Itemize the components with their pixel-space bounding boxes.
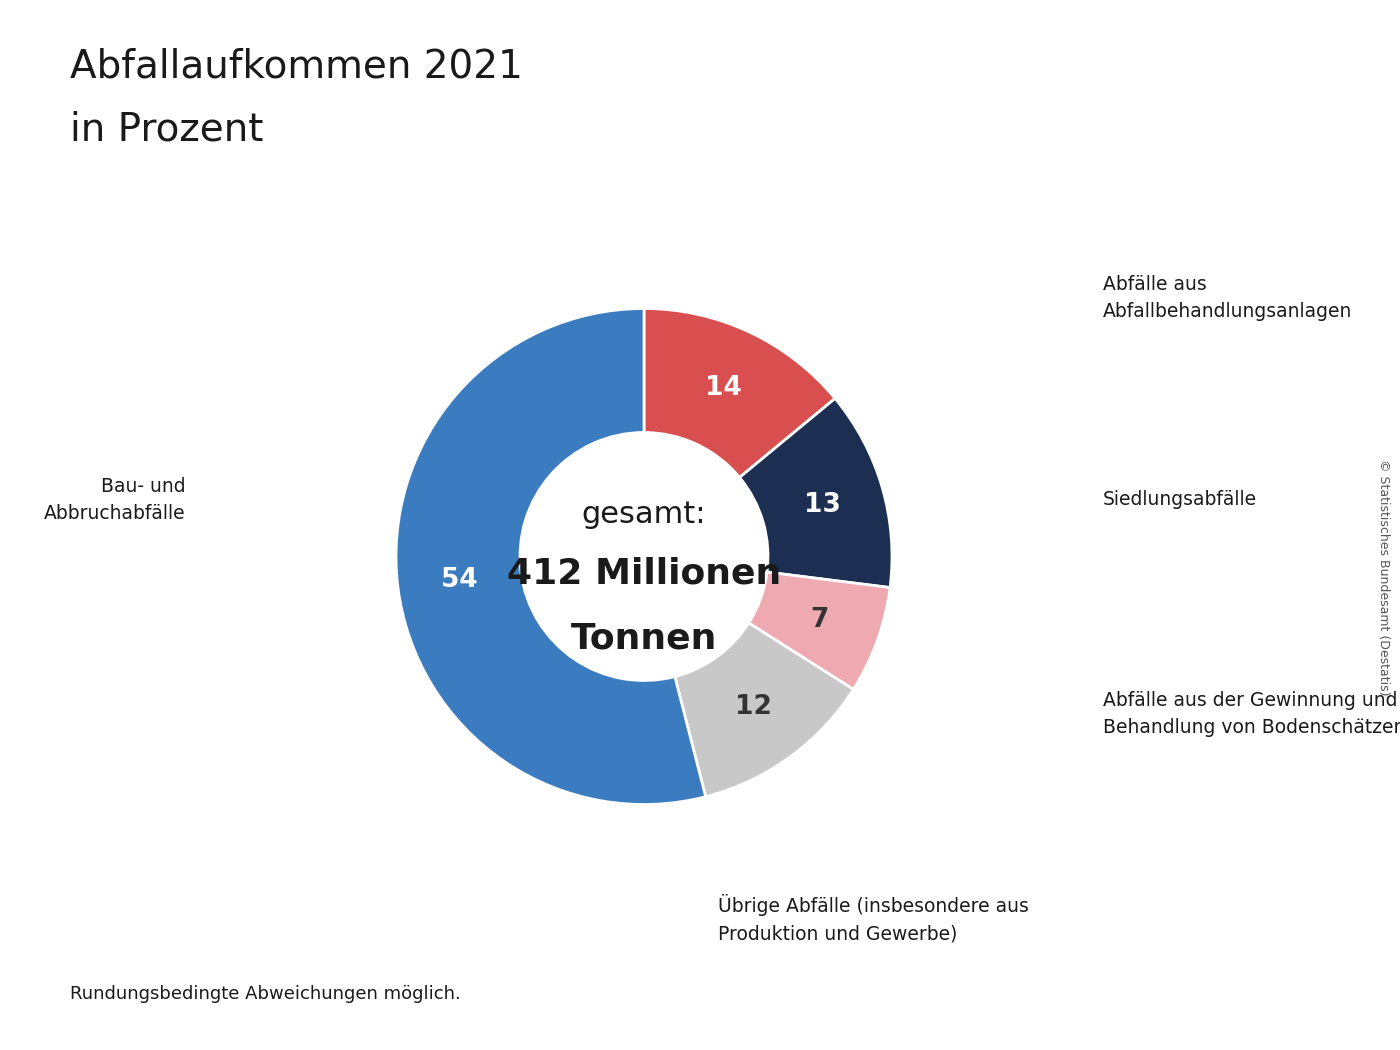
- Text: 12: 12: [735, 694, 771, 720]
- Text: Abfälle aus
Abfallbehandlungsanlagen: Abfälle aus Abfallbehandlungsanlagen: [1103, 275, 1352, 321]
- Text: Siedlungsabfälle: Siedlungsabfälle: [1103, 490, 1257, 509]
- Wedge shape: [749, 572, 890, 690]
- Text: Tonnen: Tonnen: [571, 622, 717, 655]
- Circle shape: [519, 433, 769, 680]
- Text: 13: 13: [804, 491, 841, 518]
- Text: 54: 54: [441, 567, 477, 593]
- Text: 7: 7: [809, 607, 829, 632]
- Text: Abfälle aus der Gewinnung und
Behandlung von Bodenschätzen: Abfälle aus der Gewinnung und Behandlung…: [1103, 691, 1400, 737]
- Text: 14: 14: [704, 375, 742, 401]
- Text: Bau- und
Abbruchabfälle: Bau- und Abbruchabfälle: [43, 477, 185, 523]
- Text: © Statistisches Bundesamt (Destatis): © Statistisches Bundesamt (Destatis): [1376, 459, 1390, 696]
- Text: Abfallaufkommen 2021: Abfallaufkommen 2021: [70, 47, 522, 85]
- Text: 412 Millionen: 412 Millionen: [507, 556, 781, 591]
- Text: gesamt:: gesamt:: [582, 500, 706, 529]
- Wedge shape: [396, 309, 706, 804]
- Wedge shape: [675, 623, 854, 797]
- Text: Übrige Abfälle (insbesondere aus
Produktion und Gewerbe): Übrige Abfälle (insbesondere aus Produkt…: [718, 895, 1029, 943]
- Text: Rundungsbedingte Abweichungen möglich.: Rundungsbedingte Abweichungen möglich.: [70, 985, 461, 1003]
- Wedge shape: [739, 398, 892, 588]
- Text: in Prozent: in Prozent: [70, 110, 263, 148]
- Wedge shape: [644, 309, 834, 478]
